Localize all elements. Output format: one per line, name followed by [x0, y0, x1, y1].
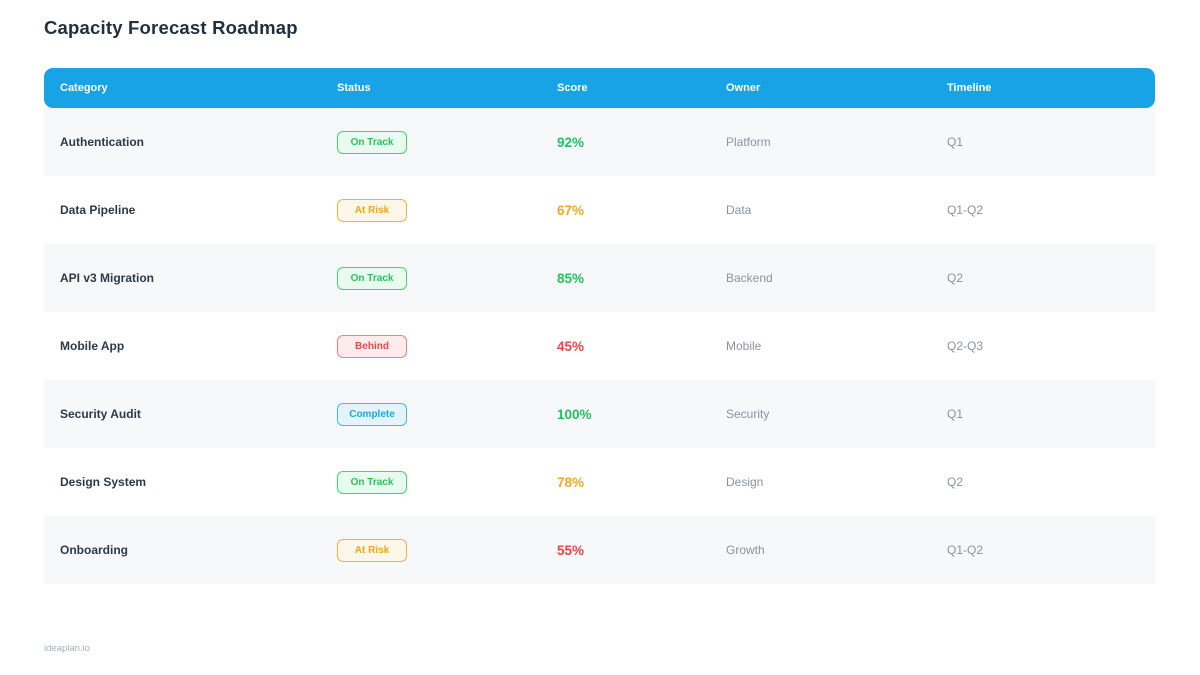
owner-cell: Growth: [726, 543, 765, 557]
table-header-row: Category Status Score Owner Timeline: [44, 68, 1155, 108]
footer-brand: ideaplan.io: [44, 643, 90, 654]
status-badge: Behind: [337, 334, 407, 358]
status-badge: On Track: [337, 130, 407, 154]
score-cell: 92%: [557, 134, 585, 150]
status-badge: At Risk: [337, 538, 407, 562]
table-row: API v3 Migration On Track 85% Backend Q2: [44, 244, 1155, 312]
score-cell: 67%: [557, 202, 585, 218]
table-row: Onboarding At Risk 55% Growth Q1-Q2: [44, 516, 1155, 584]
owner-cell: Design: [726, 475, 764, 489]
score-cell: 45%: [557, 338, 585, 354]
status-badge: Complete: [337, 402, 407, 426]
page-title: Capacity Forecast Roadmap: [44, 17, 298, 38]
category-cell: Security Audit: [60, 407, 141, 421]
category-cell: Mobile App: [60, 339, 125, 353]
category-cell: API v3 Migration: [60, 271, 155, 285]
score-cell: 100%: [557, 406, 592, 422]
category-cell: Onboarding: [60, 543, 128, 557]
table-row: Data Pipeline At Risk 67% Data Q1-Q2: [44, 176, 1155, 244]
status-badge: At Risk: [337, 198, 407, 222]
score-cell: 78%: [557, 474, 585, 490]
owner-cell: Platform: [726, 135, 771, 149]
column-header-category: Category: [60, 82, 108, 94]
table-row: Authentication On Track 92% Platform Q1: [44, 108, 1155, 176]
status-badge: On Track: [337, 266, 407, 290]
timeline-cell: Q1-Q2: [947, 543, 984, 557]
owner-cell: Mobile: [726, 339, 762, 353]
timeline-cell: Q2-Q3: [947, 339, 984, 353]
column-header-timeline: Timeline: [947, 82, 992, 94]
timeline-cell: Q2: [947, 271, 964, 285]
roadmap-table: Category Status Score Owner Timeline Aut…: [44, 68, 1155, 584]
timeline-cell: Q2: [947, 475, 964, 489]
category-cell: Design System: [60, 475, 147, 489]
score-cell: 55%: [557, 542, 585, 558]
timeline-cell: Q1-Q2: [947, 203, 984, 217]
category-cell: Data Pipeline: [60, 203, 136, 217]
score-cell: 85%: [557, 270, 585, 286]
table-row: Security Audit Complete 100% Security Q1: [44, 380, 1155, 448]
table-body: Authentication On Track 92% Platform Q1 …: [44, 108, 1155, 584]
owner-cell: Backend: [726, 271, 773, 285]
timeline-cell: Q1: [947, 407, 964, 421]
table-row: Design System On Track 78% Design Q2: [44, 448, 1155, 516]
column-header-owner: Owner: [726, 82, 761, 94]
timeline-cell: Q1: [947, 135, 964, 149]
status-badge: On Track: [337, 470, 407, 494]
category-cell: Authentication: [60, 135, 144, 149]
owner-cell: Security: [726, 407, 770, 421]
table-row: Mobile App Behind 45% Mobile Q2-Q3: [44, 312, 1155, 380]
owner-cell: Data: [726, 203, 752, 217]
column-header-score: Score: [557, 82, 588, 94]
column-header-status: Status: [337, 82, 371, 94]
